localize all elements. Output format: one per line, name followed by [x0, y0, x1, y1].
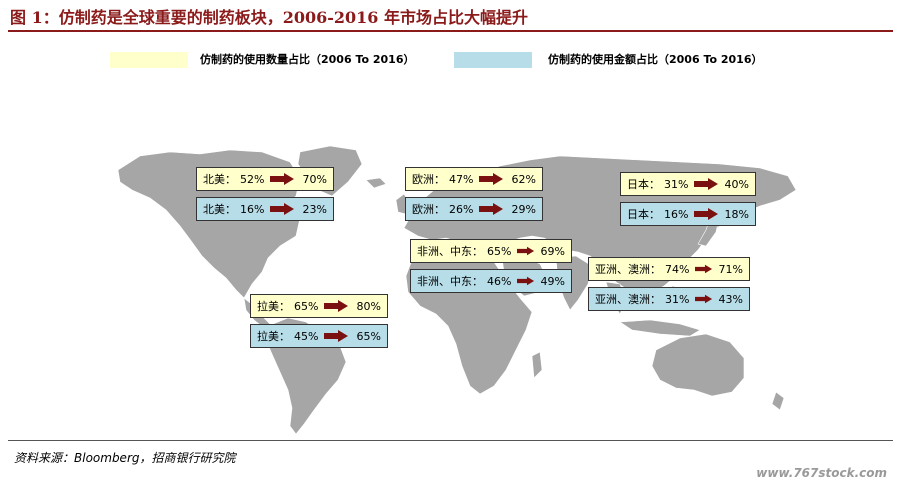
latin-america-volume-box: 拉美： 65% 80% [250, 294, 388, 318]
value-2006: 31% [665, 292, 690, 306]
title-divider [8, 30, 893, 32]
legend-volume-swatch [110, 52, 188, 68]
europe-volume-box: 欧洲： 47% 62% [405, 167, 543, 191]
right-arrow-icon [517, 276, 535, 286]
value-2006: 47% [449, 172, 474, 186]
right-arrow-icon [479, 203, 504, 215]
region-label: 日本： [627, 208, 660, 221]
value-2006: 65% [294, 299, 319, 313]
value-2016: 40% [724, 177, 749, 191]
value-2016: 23% [302, 202, 327, 216]
region-label: 欧洲： [412, 173, 445, 186]
value-2006: 45% [294, 329, 319, 343]
asia-australia-value-box: 亚洲、澳洲： 31% 43% [588, 287, 750, 311]
value-2016: 80% [356, 299, 381, 313]
asia-australia-volume-box: 亚洲、澳洲： 74% 71% [588, 257, 750, 281]
right-arrow-icon [479, 173, 504, 185]
value-2016: 49% [540, 274, 565, 288]
region-label: 北美： [203, 203, 236, 216]
region-label: 非洲、中东： [417, 245, 483, 258]
region-label: 日本： [627, 178, 660, 191]
value-2016: 29% [511, 202, 536, 216]
europe-value-box: 欧洲： 26% 29% [405, 197, 543, 221]
value-2016: 18% [724, 207, 749, 221]
region-label: 拉美： [257, 330, 290, 343]
new-zealand-landmass [771, 391, 785, 411]
madagascar-landmass [531, 351, 543, 379]
value-2006: 65% [487, 244, 512, 258]
value-2016: 70% [302, 172, 327, 186]
right-arrow-icon [695, 264, 713, 274]
value-2006: 31% [664, 177, 689, 191]
value-2016: 43% [718, 292, 743, 306]
right-arrow-icon [694, 208, 719, 220]
value-2016: 69% [540, 244, 565, 258]
region-label: 欧洲： [412, 203, 445, 216]
watermark: www.767stock.com [756, 466, 887, 480]
right-arrow-icon [324, 330, 349, 342]
legend-volume-label: 仿制药的使用数量占比（2006 To 2016） [200, 53, 415, 66]
iceland-landmass [365, 177, 387, 189]
source-divider [8, 440, 893, 441]
north-america-volume-box: 北美： 52% 70% [196, 167, 334, 191]
value-2016: 62% [511, 172, 536, 186]
latin-america-value-box: 拉美： 45% 65% [250, 324, 388, 348]
value-2016: 71% [718, 262, 743, 276]
indonesia-landmass [619, 319, 701, 337]
value-2006: 52% [240, 172, 265, 186]
legend-value-label: 仿制药的使用金额占比（2006 To 2016） [548, 53, 763, 66]
region-label: 拉美： [257, 300, 290, 313]
region-label: 北美： [203, 173, 236, 186]
value-2006: 74% [665, 262, 690, 276]
right-arrow-icon [695, 294, 713, 304]
value-2006: 16% [240, 202, 265, 216]
right-arrow-icon [324, 300, 349, 312]
source-note: 资料来源：Bloomberg，招商银行研究院 [14, 451, 236, 465]
right-arrow-icon [270, 203, 295, 215]
figure-title: 图 1：仿制药是全球重要的制药板块，2006-2016 年市场占比大幅提升 [10, 8, 528, 27]
legend-value-swatch [454, 52, 532, 68]
legend: 仿制药的使用数量占比（2006 To 2016） 仿制药的使用金额占比（2006… [0, 52, 901, 68]
africa-middle-east-value-box: 非洲、中东： 46% 49% [410, 269, 572, 293]
japan-volume-box: 日本： 31% 40% [620, 172, 756, 196]
region-label: 亚洲、澳洲： [595, 263, 661, 276]
value-2006: 26% [449, 202, 474, 216]
value-2006: 16% [664, 207, 689, 221]
africa-middle-east-volume-box: 非洲、中东： 65% 69% [410, 239, 572, 263]
japan-value-box: 日本： 16% 18% [620, 202, 756, 226]
value-2016: 65% [356, 329, 381, 343]
region-label: 亚洲、澳洲： [595, 293, 661, 306]
north-america-value-box: 北美： 16% 23% [196, 197, 334, 221]
right-arrow-icon [694, 178, 719, 190]
value-2006: 46% [487, 274, 512, 288]
australia-landmass [651, 333, 745, 397]
region-label: 非洲、中东： [417, 275, 483, 288]
right-arrow-icon [517, 246, 535, 256]
right-arrow-icon [270, 173, 295, 185]
